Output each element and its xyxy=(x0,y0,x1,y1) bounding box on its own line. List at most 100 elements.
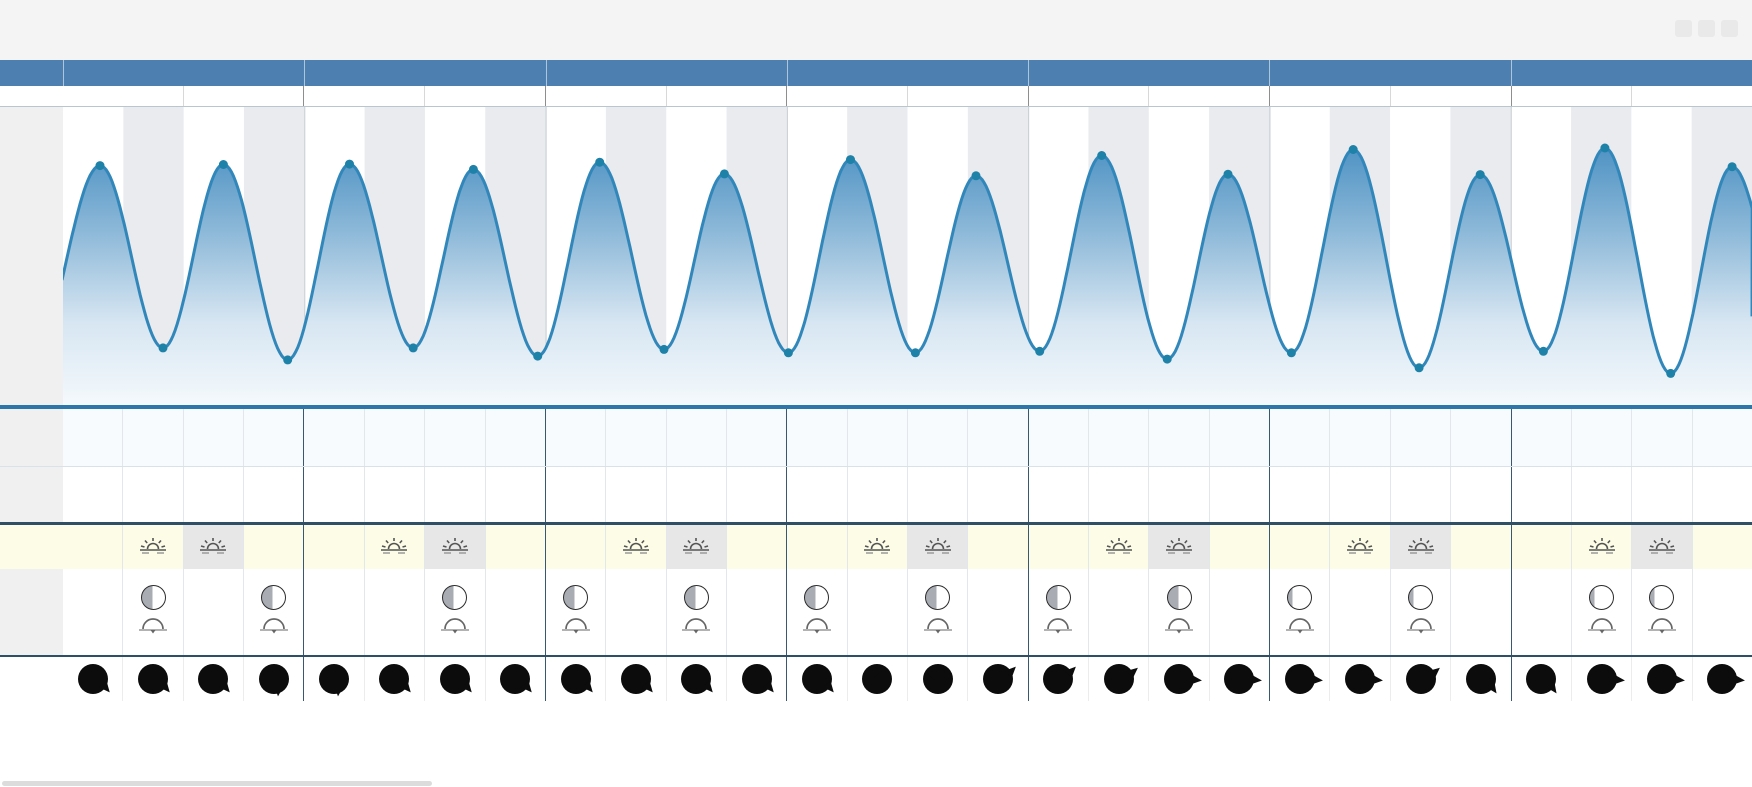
wind-speed-badge xyxy=(1284,664,1324,694)
pm-label xyxy=(424,86,545,106)
moon-phase-icon xyxy=(683,585,709,610)
moon-cell xyxy=(363,569,424,655)
moon-phase-icon xyxy=(1287,585,1313,610)
tide-cell xyxy=(1029,409,1088,466)
chart-day-boundary xyxy=(304,107,306,405)
wind-cell xyxy=(424,657,484,701)
wind-direction-arrow xyxy=(98,680,114,696)
moon-cell xyxy=(1691,569,1752,655)
wind-speed-badge xyxy=(983,663,1020,694)
day-column-moon xyxy=(303,569,544,655)
wind-cell xyxy=(63,657,122,701)
sunrise-icon xyxy=(1104,536,1134,559)
tide-cell xyxy=(787,467,846,522)
tide-extreme-dot xyxy=(719,169,729,179)
wind-speed-badge xyxy=(862,662,893,694)
moon-phase-icon xyxy=(442,585,468,610)
wind-direction-arrow xyxy=(219,680,234,696)
moon-cell xyxy=(1270,569,1329,655)
tide-extreme-dot xyxy=(95,161,105,171)
tide-extreme-dot xyxy=(595,157,605,167)
wind-cell xyxy=(1329,657,1389,701)
tide-cell xyxy=(122,409,182,466)
wind-cell xyxy=(546,657,605,701)
wind-cell xyxy=(1450,657,1510,701)
sun-cell xyxy=(243,525,303,569)
wind-direction-arrow xyxy=(925,668,939,682)
watermark-icon xyxy=(1675,20,1692,37)
pm-label xyxy=(1148,86,1269,106)
horizontal-scrollbar[interactable] xyxy=(2,781,432,786)
tide-cell xyxy=(363,409,424,466)
day-column-wind xyxy=(786,657,1027,701)
moonset-icon xyxy=(1647,617,1677,639)
tide-extreme-dot xyxy=(468,164,478,174)
tide-cell xyxy=(1208,467,1269,522)
tide-extreme-dot xyxy=(1348,145,1358,154)
day-column-moon xyxy=(1027,569,1269,655)
moon-cell xyxy=(1329,569,1389,655)
tide-extreme-dot xyxy=(1097,151,1107,160)
tide-cell xyxy=(63,467,122,522)
wind-speed-badge xyxy=(1164,664,1203,694)
wind-cell xyxy=(484,657,545,701)
sun-cell xyxy=(546,525,605,569)
tide-cell xyxy=(1570,467,1631,522)
tide-extreme-dot xyxy=(1600,143,1610,153)
tide-cell xyxy=(1691,467,1752,522)
wind-cell xyxy=(1270,657,1329,701)
wind-direction-arrow xyxy=(867,662,883,678)
tide-cell xyxy=(1631,467,1691,522)
wind-direction-arrow xyxy=(1190,674,1203,686)
wind-row xyxy=(0,657,1752,701)
sunrise-icon xyxy=(379,536,409,559)
sun-cell xyxy=(725,525,786,569)
moon-phase-icon xyxy=(261,585,287,610)
day-column-low xyxy=(63,467,303,522)
tide-cell xyxy=(1088,467,1148,522)
wind-direction-arrow xyxy=(822,680,838,696)
page-header xyxy=(0,0,1752,60)
moonset-icon xyxy=(138,617,168,639)
wind-cell xyxy=(665,657,726,701)
sunrise-icon xyxy=(1345,536,1375,559)
tide-extreme-dot xyxy=(1162,354,1172,364)
sunset-icon xyxy=(1406,536,1436,559)
day-column-high xyxy=(1027,409,1269,466)
am-label xyxy=(787,86,907,106)
sun-cell xyxy=(1329,525,1389,569)
tide-cell xyxy=(1389,409,1450,466)
am-label xyxy=(1270,86,1390,106)
sun-cell xyxy=(1208,525,1269,569)
wind-cell xyxy=(1570,657,1631,701)
wind-direction-arrow xyxy=(1733,674,1746,686)
day-column-ampm xyxy=(1269,86,1510,106)
moon-cell xyxy=(967,569,1027,655)
tide-cell xyxy=(1512,467,1571,522)
tide-cell xyxy=(1389,467,1450,522)
wind-direction-arrow xyxy=(1371,674,1384,686)
day-column-ampm xyxy=(303,86,544,106)
wind-speed-badge xyxy=(500,664,536,696)
moon-phase-icon xyxy=(1045,585,1071,610)
tide-extreme-dot xyxy=(971,171,981,181)
wind-speed-badge xyxy=(681,664,717,696)
moon-phase-icon xyxy=(1589,585,1615,610)
am-label xyxy=(1512,86,1632,106)
wind-cell xyxy=(1691,657,1752,701)
moon-cell xyxy=(304,569,363,655)
tide-curve-svg xyxy=(60,107,1752,405)
tide-cell xyxy=(665,467,726,522)
am-label xyxy=(1029,86,1149,106)
day-column-ampm xyxy=(786,86,1027,106)
tide-cell xyxy=(906,467,967,522)
wind-cell xyxy=(787,657,846,701)
am-label xyxy=(63,86,183,106)
moon-cell xyxy=(1029,569,1088,655)
tide-cell xyxy=(243,409,303,466)
moon-phase-icon xyxy=(1408,585,1433,610)
am-label xyxy=(304,86,424,106)
moon-phase-icon xyxy=(1649,585,1675,610)
sun-cell xyxy=(846,525,907,569)
moon-phase-icon xyxy=(925,585,951,610)
